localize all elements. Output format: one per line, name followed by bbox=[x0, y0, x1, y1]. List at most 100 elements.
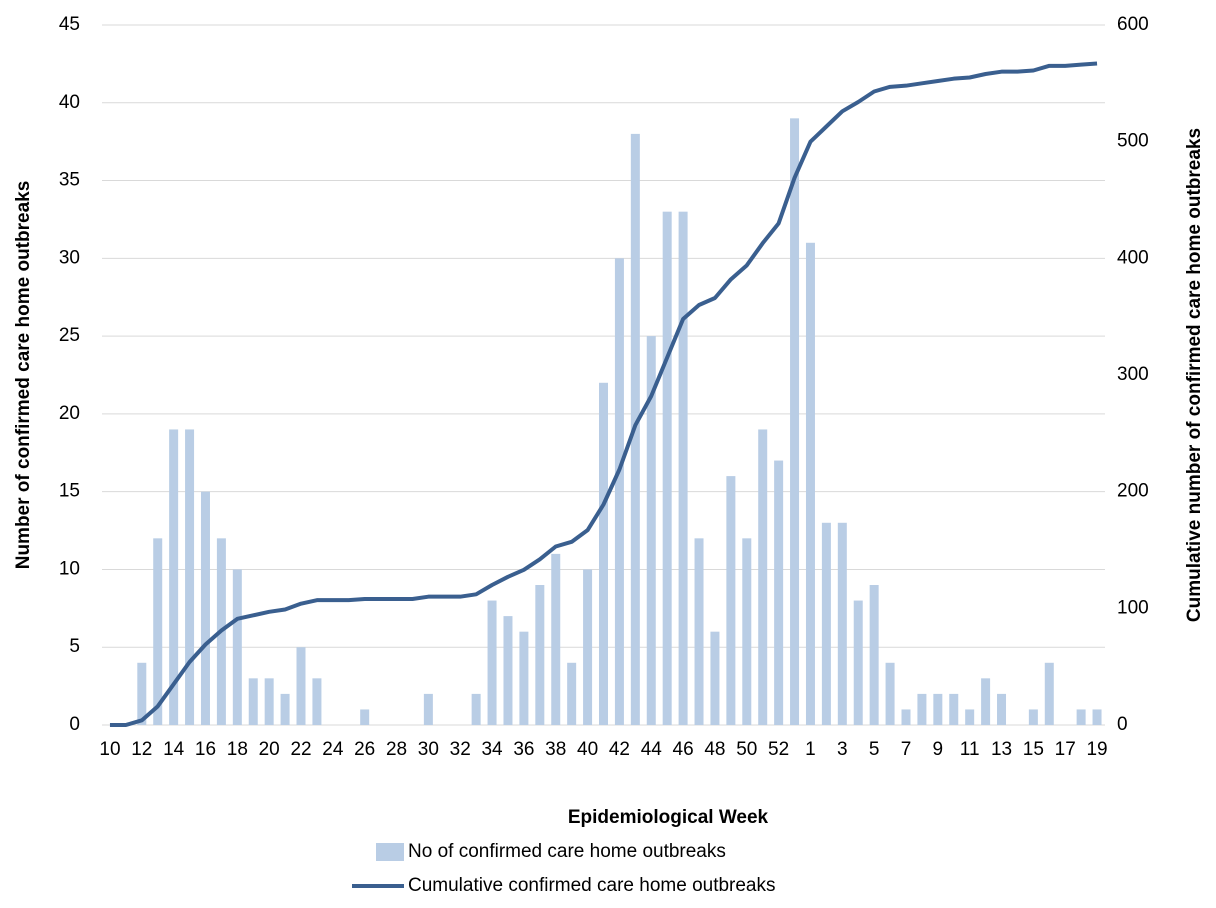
bar bbox=[742, 538, 752, 725]
bar bbox=[185, 429, 195, 725]
bar bbox=[965, 709, 975, 725]
bar bbox=[853, 600, 863, 725]
x-tick-label: 44 bbox=[641, 739, 663, 760]
x-tick-label: 22 bbox=[290, 739, 311, 760]
bar bbox=[949, 693, 959, 725]
x-tick-label: 26 bbox=[354, 739, 375, 760]
bar bbox=[710, 631, 720, 725]
x-tick-label: 10 bbox=[99, 739, 120, 760]
y2-tick-label: 0 bbox=[1117, 714, 1128, 735]
x-axis-title: Epidemiological Week bbox=[568, 807, 769, 828]
y-axis-title: Number of confirmed care home outbreaks bbox=[13, 181, 34, 570]
bar bbox=[1092, 709, 1102, 725]
y-tick-label: 15 bbox=[59, 481, 80, 502]
y-tick-label: 35 bbox=[59, 170, 80, 191]
bar bbox=[726, 476, 736, 725]
bar bbox=[423, 693, 433, 725]
bar bbox=[981, 678, 991, 725]
x-tick-label: 9 bbox=[933, 739, 944, 760]
bar bbox=[583, 569, 593, 725]
bar bbox=[169, 429, 179, 725]
bar bbox=[758, 429, 768, 725]
bar bbox=[503, 616, 513, 725]
bar bbox=[312, 678, 322, 725]
bar bbox=[997, 693, 1007, 725]
x-tick-label: 5 bbox=[869, 739, 880, 760]
x-tick-label: 42 bbox=[609, 739, 630, 760]
bar bbox=[774, 460, 784, 725]
bar bbox=[662, 211, 672, 725]
bar bbox=[917, 693, 927, 725]
y2-axis-title: Cumulative number of confirmed care home… bbox=[1184, 128, 1205, 622]
y-tick-label: 45 bbox=[59, 14, 80, 35]
x-tick-label: 28 bbox=[386, 739, 407, 760]
y2-tick-label: 100 bbox=[1117, 597, 1149, 618]
bar bbox=[1044, 662, 1054, 725]
x-tick-label: 50 bbox=[736, 739, 757, 760]
bar bbox=[487, 600, 497, 725]
bar bbox=[885, 662, 895, 725]
x-tick-label: 14 bbox=[163, 739, 185, 760]
bar bbox=[137, 662, 147, 725]
y2-tick-label: 200 bbox=[1117, 481, 1149, 502]
bar bbox=[837, 522, 847, 725]
bar bbox=[694, 538, 704, 725]
bar bbox=[360, 709, 370, 725]
y-tick-label: 40 bbox=[59, 92, 80, 113]
bar bbox=[614, 258, 624, 725]
bar bbox=[933, 693, 943, 725]
line bbox=[109, 61, 1098, 727]
x-tick-label: 30 bbox=[418, 739, 439, 760]
x-tick-label: 20 bbox=[259, 739, 280, 760]
x-tick-label: 48 bbox=[704, 739, 725, 760]
bar bbox=[678, 211, 688, 725]
bar bbox=[551, 553, 561, 725]
x-tick-label: 40 bbox=[577, 739, 598, 760]
x-tick-label: 11 bbox=[960, 739, 980, 760]
x-tick-label: 32 bbox=[450, 739, 471, 760]
bar bbox=[519, 631, 529, 725]
bar bbox=[280, 693, 290, 725]
bar bbox=[296, 647, 306, 725]
bar bbox=[599, 382, 608, 725]
y-tick-label: 5 bbox=[69, 636, 80, 657]
bar bbox=[1076, 709, 1086, 725]
y-tick-label: 25 bbox=[59, 325, 80, 346]
x-tick-label: 12 bbox=[131, 739, 152, 760]
bar bbox=[790, 118, 800, 726]
x-tick-label: 24 bbox=[322, 739, 344, 760]
bar bbox=[248, 678, 258, 725]
bar bbox=[471, 693, 481, 725]
y2-tick-label: 300 bbox=[1117, 364, 1149, 385]
bar bbox=[232, 569, 242, 725]
x-tick-label: 16 bbox=[195, 739, 216, 760]
x-tick-label: 34 bbox=[481, 739, 503, 760]
x-tick-label: 13 bbox=[991, 739, 1012, 760]
bar bbox=[200, 491, 210, 725]
y2-tick-label: 600 bbox=[1117, 14, 1149, 35]
x-tick-label: 18 bbox=[227, 739, 248, 760]
y-tick-label: 30 bbox=[59, 247, 80, 268]
bar bbox=[153, 538, 163, 725]
y-tick-label: 20 bbox=[59, 403, 80, 424]
y-tick-label: 0 bbox=[69, 714, 80, 735]
bar bbox=[805, 242, 815, 725]
bar bbox=[567, 662, 577, 725]
bar bbox=[901, 709, 911, 725]
legend-swatch bbox=[376, 843, 404, 861]
y2-tick-label: 400 bbox=[1117, 247, 1149, 268]
y2-tick-label: 500 bbox=[1117, 131, 1149, 152]
bar bbox=[646, 336, 656, 725]
bar bbox=[869, 585, 879, 725]
x-tick-label: 1 bbox=[805, 739, 816, 760]
bar bbox=[1028, 709, 1038, 725]
x-tick-label: 52 bbox=[768, 739, 789, 760]
x-tick-label: 15 bbox=[1023, 739, 1044, 760]
legend-label: No of confirmed care home outbreaks bbox=[408, 841, 726, 862]
legend-label: Cumulative confirmed care home outbreaks bbox=[408, 875, 776, 896]
x-tick-label: 38 bbox=[545, 739, 566, 760]
x-tick-label: 3 bbox=[837, 739, 848, 760]
x-tick-label: 7 bbox=[901, 739, 912, 760]
bar bbox=[264, 678, 274, 725]
